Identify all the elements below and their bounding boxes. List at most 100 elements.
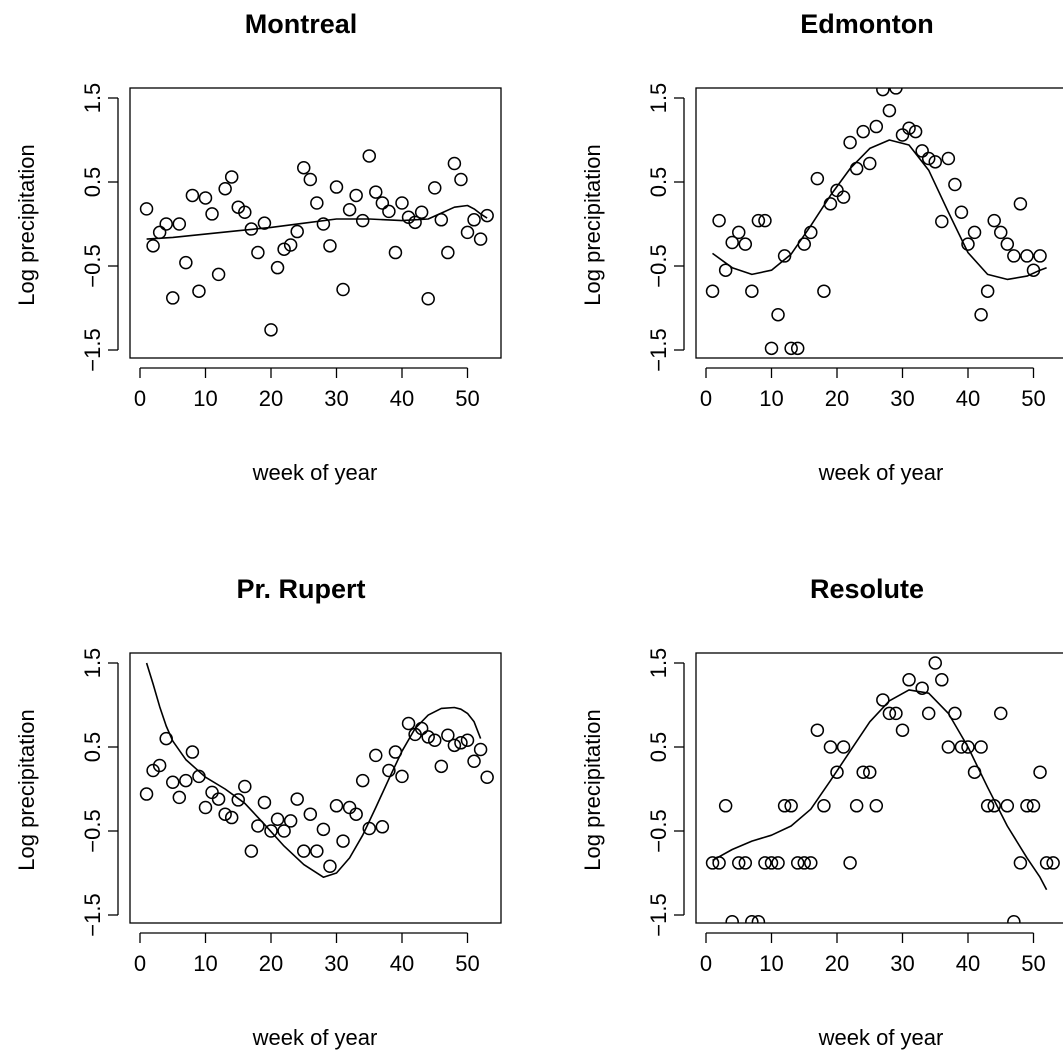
y-axis-label: Log precipitation: [14, 709, 39, 870]
chart-title: Resolute: [810, 574, 924, 604]
data-point: [718, 799, 733, 813]
x-tick-label: 30: [890, 386, 914, 411]
x-tick-label: 50: [455, 386, 479, 411]
x-axis: 0 10 20 30 40 50: [134, 932, 480, 976]
data-point: [146, 239, 160, 253]
data-point: [921, 151, 936, 166]
data-point: [1000, 237, 1015, 251]
data-point: [224, 170, 239, 184]
data-point: [784, 799, 798, 813]
x-axis-label: week of year: [252, 460, 378, 485]
plot-content: [705, 88, 1047, 356]
data-point: [277, 824, 291, 838]
y-axis: −1.5 −0.5 0.5 1.5: [80, 83, 119, 372]
data-point: [725, 235, 739, 250]
data-point: [974, 740, 988, 754]
data-point: [211, 267, 226, 282]
y-tick-label: 0.5: [80, 167, 105, 198]
data-point: [408, 215, 422, 230]
x-tick-label: 0: [700, 386, 712, 411]
data-point: [159, 217, 173, 231]
data-point: [369, 185, 383, 199]
y-axis-label: Log precipitation: [14, 144, 39, 305]
data-point: [1007, 914, 1021, 923]
data-point: [401, 716, 416, 731]
smooth-curve: [712, 139, 1047, 281]
y-axis: −1.5 −0.5 0.5 1.5: [646, 648, 685, 937]
plot-area: [139, 149, 494, 337]
data-point: [804, 856, 818, 870]
x-axis: 0 10 20 30 40 50: [700, 367, 1046, 411]
y-tick-label: 1.5: [646, 83, 671, 114]
data-point: [967, 765, 982, 779]
y-tick-label: −1.5: [80, 328, 105, 371]
data-point: [441, 728, 455, 742]
x-tick-label: 20: [825, 951, 849, 976]
data-point: [166, 775, 180, 790]
data-point: [139, 202, 154, 216]
data-point: [994, 225, 1008, 240]
x-tick-label: 30: [890, 951, 914, 976]
data-point: [166, 291, 180, 305]
x-axis-label: week of year: [818, 460, 944, 485]
plot-frame: [695, 652, 1063, 924]
data-point: [414, 721, 429, 736]
data-point: [362, 149, 376, 163]
data-point: [751, 914, 766, 923]
data-point: [316, 217, 331, 231]
data-point: [738, 856, 753, 870]
data-point: [928, 155, 942, 169]
data-point: [434, 759, 449, 774]
data-point: [336, 282, 350, 297]
data-point: [712, 213, 726, 228]
data-point: [179, 255, 193, 270]
data-point: [467, 754, 481, 769]
y-tick-label: −1.5: [80, 893, 105, 936]
chart-title: Pr. Rupert: [236, 574, 365, 604]
data-point: [264, 323, 278, 337]
data-point: [849, 799, 864, 813]
data-point: [218, 807, 232, 821]
x-tick-label: 10: [193, 386, 217, 411]
data-point: [764, 856, 779, 870]
data-point: [224, 810, 239, 825]
panel-resolute: Resolute Log precipitation week of year …: [580, 574, 1063, 1050]
y-axis-label: Log precipitation: [580, 709, 605, 870]
data-point: [428, 733, 442, 748]
data-point: [382, 763, 396, 778]
data-point: [218, 181, 232, 196]
data-point: [823, 197, 838, 211]
data-point: [764, 341, 779, 356]
data-point: [264, 824, 278, 838]
data-point: [758, 856, 772, 870]
data-point: [797, 856, 811, 870]
data-point: [935, 673, 949, 687]
data-point: [980, 284, 995, 298]
data-point: [941, 740, 956, 754]
x-axis: 0 10 20 30 40 50: [700, 932, 1046, 976]
data-point: [336, 834, 350, 848]
data-point: [921, 706, 936, 721]
data-point: [238, 779, 252, 794]
x-tick-label: 40: [956, 386, 980, 411]
data-point: [980, 799, 995, 813]
data-point: [270, 812, 285, 826]
data-point: [421, 730, 435, 744]
x-tick-label: 50: [1021, 951, 1045, 976]
x-tick-label: 0: [134, 951, 146, 976]
data-point: [790, 856, 805, 870]
data-point: [251, 819, 265, 833]
x-tick-label: 30: [324, 951, 348, 976]
data-point: [908, 124, 923, 139]
data-point: [954, 740, 969, 754]
y-tick-label: 1.5: [80, 83, 105, 114]
data-point: [758, 213, 772, 228]
data-point: [961, 740, 975, 754]
data-point: [902, 673, 916, 687]
data-point: [205, 207, 219, 221]
data-point: [732, 225, 746, 240]
data-point: [283, 814, 298, 828]
smooth-curve: [146, 204, 488, 240]
data-point: [152, 758, 167, 773]
